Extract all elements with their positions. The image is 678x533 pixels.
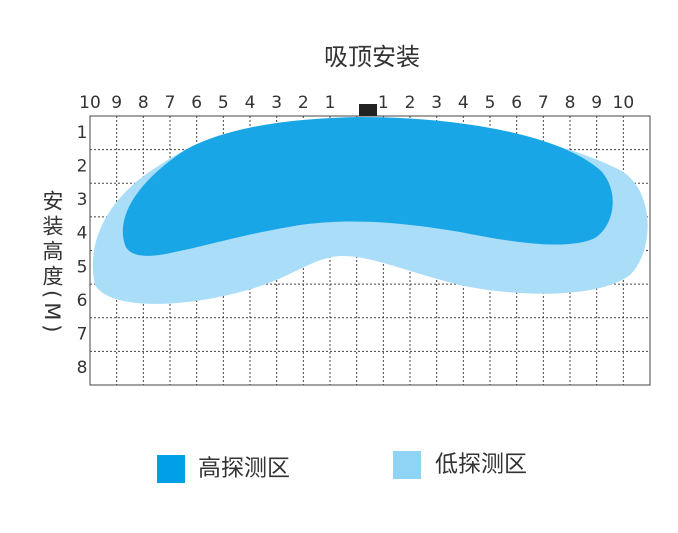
y-axis-label: 安装高度(M) [40,190,64,337]
x-label: 6 [191,93,202,113]
x-label: 6 [511,93,522,113]
y-label: 2 [77,156,88,176]
y-label: 1 [77,123,88,143]
x-label: 1 [378,93,389,113]
x-label: 7 [165,93,176,113]
y-label: 6 [77,291,88,311]
title: 吸顶安装 [324,43,420,71]
x-label: 3 [271,93,282,113]
x-label: 3 [431,93,442,113]
x-label: 8 [565,93,576,113]
y-label: 5 [77,257,88,277]
x-label: 4 [458,93,469,113]
x-label: 5 [218,93,229,113]
x-label: 4 [245,93,256,113]
legend-label: 高探测区 [198,456,290,482]
legend-swatch-low [393,451,421,479]
x-label: 10 [79,93,101,113]
y-label: 4 [77,224,88,244]
y-label: 8 [77,358,88,378]
x-label: 9 [591,93,602,113]
y-label: 7 [77,325,88,345]
x-label: 8 [138,93,149,113]
legend-swatch-high [157,455,185,483]
x-label: 5 [485,93,496,113]
legend-label: 低探测区 [435,452,527,478]
sensor [359,104,377,116]
high-detection-zone [122,117,613,256]
x-label: 1 [325,93,336,113]
x-label: 10 [613,93,635,113]
x-label: 2 [298,93,309,113]
x-label: 9 [111,93,122,113]
x-label: 7 [538,93,549,113]
y-label: 3 [77,190,88,210]
x-label: 2 [405,93,416,113]
